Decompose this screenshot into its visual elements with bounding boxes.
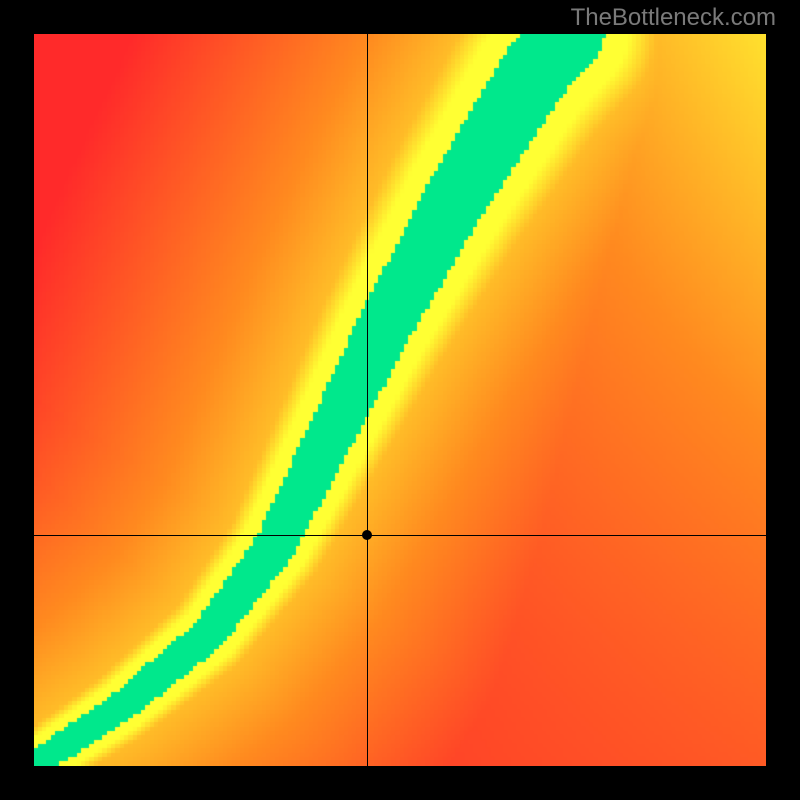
heatmap-plot	[34, 34, 766, 766]
crosshair-marker	[362, 530, 372, 540]
crosshair-horizontal	[34, 535, 766, 536]
watermark-text: TheBottleneck.com	[571, 4, 776, 32]
crosshair-vertical	[367, 34, 368, 766]
heatmap-canvas	[34, 34, 766, 766]
